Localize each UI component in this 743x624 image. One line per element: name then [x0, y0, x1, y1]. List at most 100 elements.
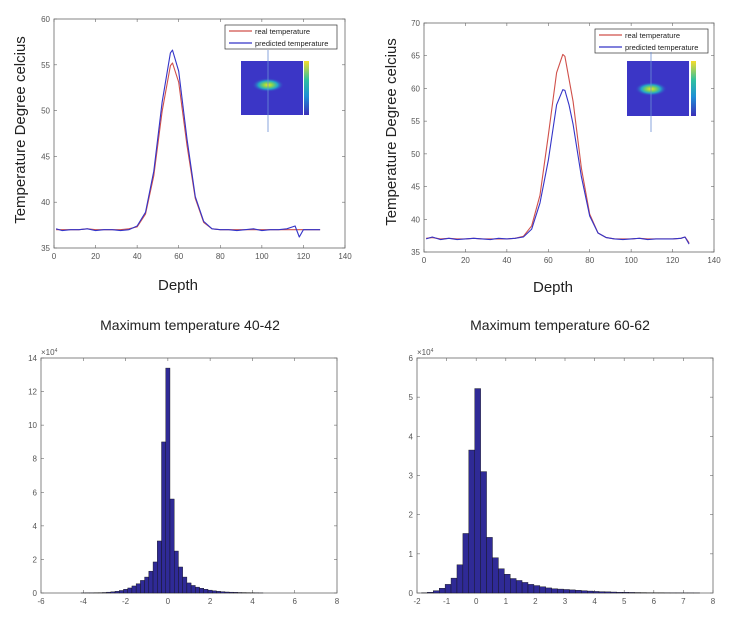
- y-tick-label: 3: [409, 472, 414, 481]
- chart-1: 0 20 40 60 80 100 120 140 35 40 45 50 55 60: [41, 15, 352, 261]
- plot2-ylabel: Temperature Degree celcius: [383, 38, 400, 226]
- x-tick-label: 8: [335, 597, 340, 606]
- legend-predicted-label: predicted temperature: [625, 43, 698, 52]
- x-tick-label: 60: [544, 256, 553, 265]
- y-tick-label: 35: [41, 244, 50, 253]
- x-tick-label: -4: [80, 597, 88, 606]
- histogram-bar: [135, 583, 141, 594]
- series-predicted-temperature: [55, 49, 321, 238]
- histogram-bar: [575, 590, 582, 594]
- histogram-bar: [173, 550, 179, 594]
- histogram-bar: [468, 449, 475, 594]
- x-tick-label: 5: [622, 597, 627, 606]
- x-tick-label: 0: [166, 597, 171, 606]
- y-tick-label: 1: [409, 550, 414, 559]
- x-tick-label: 140: [707, 256, 721, 265]
- plot1-ylabel: Temperature Degree celcius: [12, 36, 29, 224]
- histogram-bar: [178, 566, 183, 594]
- histogram-bar: [114, 591, 120, 594]
- x-tick-label: 120: [666, 256, 680, 265]
- x-tick-label: 40: [502, 256, 511, 265]
- histogram-bar: [190, 585, 196, 594]
- x-tick-label: 2: [533, 597, 538, 606]
- plot1-inset-heatmap: [241, 50, 309, 132]
- x-tick-label: 6: [292, 597, 297, 606]
- histogram-bar: [628, 592, 635, 594]
- histogram-bar: [182, 576, 188, 594]
- y-tick-label: 2: [33, 555, 38, 564]
- plot-area: [40, 357, 338, 594]
- histogram-bar: [510, 578, 517, 594]
- hist2-title: Maximum temperature 60-62: [470, 317, 650, 333]
- y-tick-label: 8: [33, 455, 38, 464]
- histogram-bar: [587, 590, 594, 594]
- histogram-bar: [186, 582, 192, 594]
- histogram-bar: [444, 584, 452, 594]
- hist1-multiplier: ×104: [41, 348, 58, 357]
- histogram-bar: [123, 589, 128, 594]
- histogram-bar: [237, 592, 243, 594]
- y-tick-label: 4: [33, 522, 38, 531]
- histogram-bar: [450, 577, 458, 594]
- histogram-bar: [539, 586, 546, 594]
- x-tick-label: 4: [250, 597, 255, 606]
- histogram-bar: [492, 557, 499, 594]
- y-tick-label: 55: [411, 117, 420, 126]
- series-predicted-temperature: [425, 89, 690, 245]
- histogram-bar: [498, 568, 505, 594]
- y-tick-label: 45: [411, 183, 420, 192]
- x-tick-label: 0: [474, 597, 479, 606]
- x-tick-label: 4: [592, 597, 597, 606]
- histogram-bar: [216, 591, 221, 594]
- legend-predicted-label: predicted temperature: [255, 39, 328, 48]
- histogram-bar: [462, 533, 470, 594]
- histogram-bar: [110, 591, 116, 594]
- histogram-bar: [106, 591, 111, 594]
- x-tick-label: -1: [443, 597, 451, 606]
- y-tick-label: 0: [33, 589, 38, 598]
- y-tick-label: 50: [411, 150, 420, 159]
- histogram-bar: [480, 471, 487, 594]
- chart-3: -6 -4 -2 0 2 4 6 8 0 2 4 6 8 10 12 14: [28, 354, 340, 606]
- y-tick-label: 10: [28, 421, 37, 430]
- x-tick-label: 6: [652, 597, 657, 606]
- x-tick-label: -2: [122, 597, 130, 606]
- x-tick-label: 140: [338, 252, 352, 261]
- y-tick-label: 40: [41, 198, 50, 207]
- histogram-bar: [545, 587, 552, 594]
- histogram-bar: [203, 589, 209, 594]
- y-tick-label: 4: [409, 432, 414, 441]
- histogram-bar: [144, 576, 150, 594]
- histogram-bar: [131, 585, 137, 594]
- histogram-bar: [220, 591, 226, 594]
- histogram-bar: [439, 588, 446, 594]
- histogram-bar: [199, 588, 204, 594]
- histogram-bar: [207, 589, 213, 594]
- histogram-bar: [622, 592, 629, 594]
- plot-area: [53, 18, 346, 249]
- histogram-bar: [616, 592, 623, 594]
- x-tick-label: 100: [624, 256, 638, 265]
- histogram-bar: [521, 582, 529, 594]
- y-tick-label: 40: [411, 215, 420, 224]
- x-tick-label: 7: [681, 597, 686, 606]
- x-tick-label: 120: [297, 252, 311, 261]
- plot1-legend: real temperature predicted temperature: [224, 24, 338, 50]
- x-tick-label: -6: [37, 597, 45, 606]
- histogram-bar: [592, 591, 600, 594]
- y-tick-label: 2: [409, 511, 414, 520]
- y-tick-label: 14: [28, 354, 37, 363]
- histogram-bar: [152, 561, 158, 594]
- histogram-bar: [224, 591, 230, 594]
- legend-real-label: real temperature: [255, 27, 310, 36]
- x-tick-label: 20: [461, 256, 470, 265]
- x-tick-label: 100: [255, 252, 269, 261]
- histogram-bar: [102, 592, 107, 594]
- y-tick-label: 45: [41, 152, 50, 161]
- x-tick-label: 80: [585, 256, 594, 265]
- y-tick-label: 35: [411, 248, 420, 257]
- histogram-bar: [557, 588, 564, 594]
- inset-colorbar: [304, 61, 309, 115]
- histogram-bar: [533, 585, 541, 594]
